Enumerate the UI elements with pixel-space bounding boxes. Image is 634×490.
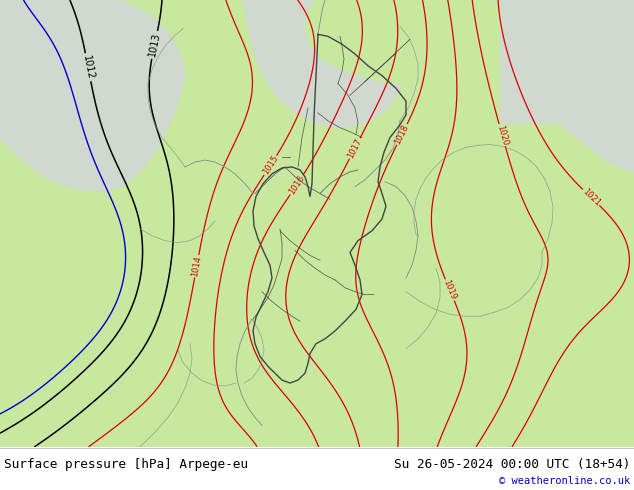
Text: 1017: 1017 <box>346 137 363 160</box>
Text: 1012: 1012 <box>81 54 95 80</box>
Text: 1019: 1019 <box>442 278 458 301</box>
Text: Surface pressure [hPa] Arpege-eu: Surface pressure [hPa] Arpege-eu <box>4 458 248 471</box>
Polygon shape <box>240 0 405 128</box>
Text: 1015: 1015 <box>261 154 280 176</box>
Text: © weatheronline.co.uk: © weatheronline.co.uk <box>499 476 630 486</box>
Text: 1016: 1016 <box>287 173 306 196</box>
Bar <box>500 0 634 123</box>
Polygon shape <box>305 0 440 83</box>
Polygon shape <box>0 0 185 192</box>
Text: 1014: 1014 <box>190 255 203 277</box>
Polygon shape <box>490 0 634 172</box>
Text: 1018: 1018 <box>393 123 411 146</box>
Text: 1021: 1021 <box>580 187 602 208</box>
Text: Su 26-05-2024 00:00 UTC (18+54): Su 26-05-2024 00:00 UTC (18+54) <box>394 458 630 471</box>
Text: 1013: 1013 <box>147 32 162 58</box>
Text: 1020: 1020 <box>495 123 509 147</box>
